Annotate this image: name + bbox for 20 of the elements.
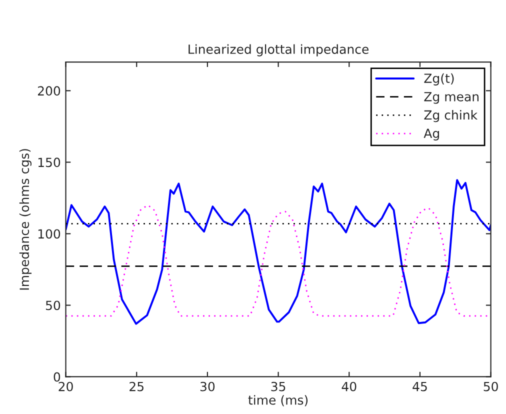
y-tick-label: 50	[46, 300, 60, 310]
line-series	[66, 179, 491, 325]
x-tick-label: 40	[342, 382, 356, 392]
x-tick-label: 30	[200, 382, 215, 392]
x-tick-label: 20	[58, 382, 73, 392]
legend-label: Zg(t)	[424, 73, 454, 86]
y-tick-label: 100	[38, 229, 60, 239]
x-axis-title: time (ms)	[248, 395, 308, 406]
x-tick-label: 35	[271, 382, 286, 392]
y-tick-label: 0	[54, 372, 60, 382]
legend-label: Zg chink	[424, 110, 478, 122]
y-axis-title: Impedance (ohms cgs)	[19, 149, 32, 290]
legend-label: Ag	[424, 128, 439, 140]
legend-label: Zg mean	[424, 92, 479, 104]
y-tick-label: 150	[38, 158, 60, 168]
chart-title: Linearized glottal impedance	[188, 44, 369, 56]
y-tick-label: 200	[38, 86, 60, 96]
x-tick-label: 50	[484, 382, 498, 392]
x-tick-label: 25	[130, 382, 144, 392]
x-tick-label: 45	[412, 382, 427, 392]
